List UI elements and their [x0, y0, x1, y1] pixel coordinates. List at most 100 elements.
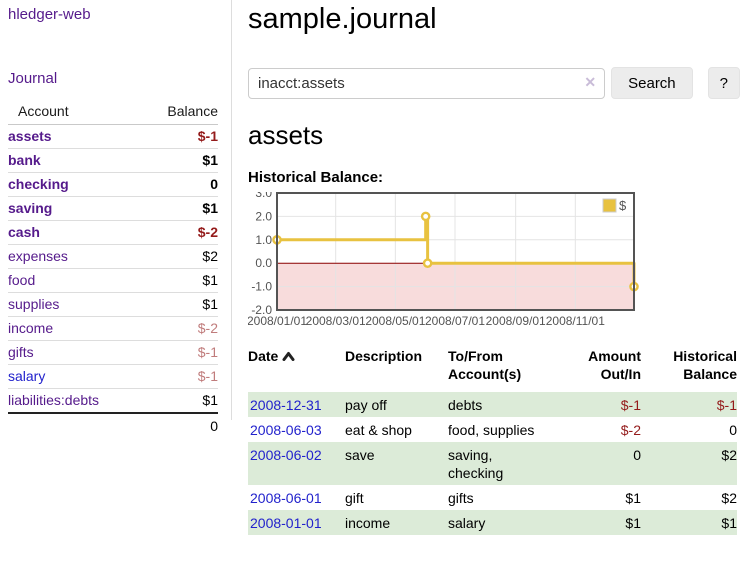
- sidebar-account-link[interactable]: saving: [8, 200, 53, 216]
- sidebar-account-row: gifts $-1: [8, 340, 218, 365]
- register-accounts: salary: [448, 510, 548, 535]
- register-date-link[interactable]: 2008-01-01: [250, 515, 322, 531]
- register-header-date[interactable]: Date: [248, 347, 345, 392]
- register-date-link[interactable]: 2008-06-03: [250, 422, 322, 438]
- sidebar-account-link[interactable]: salary: [8, 368, 46, 384]
- sidebar-account-link[interactable]: income: [8, 320, 54, 336]
- register-description: eat & shop: [345, 422, 412, 438]
- register-date-cell: 2008-06-03: [248, 417, 345, 442]
- register-description: gift: [345, 490, 364, 506]
- sidebar-account-cell: food: [8, 268, 143, 293]
- sidebar-account-row: checking 0: [8, 172, 218, 197]
- register-date-link[interactable]: 2008-12-31: [250, 397, 322, 413]
- register-table: Date Description To/From Account(s) Amou…: [248, 347, 737, 535]
- help-button[interactable]: ?: [707, 67, 740, 99]
- sidebar-account-link[interactable]: bank: [8, 152, 41, 168]
- account-heading: assets: [248, 120, 324, 150]
- page-title: sample.journal: [248, 3, 437, 35]
- sidebar-account-cell: cash: [8, 220, 143, 245]
- sidebar-account-row: salary $-1: [8, 364, 218, 389]
- accounts-table-header: Account Balance: [8, 100, 218, 125]
- sidebar-account-link[interactable]: checking: [8, 176, 69, 192]
- sidebar-account-balance: $1: [142, 268, 218, 293]
- register-amount: 0: [548, 442, 641, 485]
- sidebar-account-row: food $1: [8, 268, 218, 293]
- sidebar-account-balance: $1: [142, 196, 218, 221]
- y-axis-tick-label: 0.0: [255, 256, 272, 270]
- y-axis-tick-label: 1.0: [255, 233, 272, 247]
- sidebar-account-row: supplies $1: [8, 292, 218, 317]
- sidebar-account-row: liabilities:debts $1: [8, 389, 218, 414]
- register-balance: 0: [729, 422, 737, 438]
- x-axis-tick-label: 2008/05/01: [365, 314, 425, 328]
- sidebar-account-cell: liabilities:debts: [8, 389, 143, 414]
- sidebar-item-journal[interactable]: Journal: [8, 70, 58, 87]
- search-input-wrapper: ✕: [248, 67, 606, 99]
- legend-swatch: [602, 198, 617, 213]
- sidebar-account-link[interactable]: liabilities:debts: [8, 392, 100, 408]
- sidebar-account-balance: $-1: [142, 124, 218, 149]
- register-accounts: gifts: [448, 490, 474, 506]
- sidebar-account-cell: salary: [8, 364, 143, 389]
- register-amount: $-2: [620, 422, 641, 438]
- sidebar: hledger-web Journal Account Balance asse…: [0, 0, 232, 438]
- register-header-balance: Historical Balance: [673, 348, 737, 382]
- sidebar-account-link[interactable]: supplies: [8, 296, 60, 312]
- register-accounts: food, supplies: [448, 422, 535, 438]
- register-header-row: Date Description To/From Account(s) Amou…: [248, 347, 737, 392]
- sidebar-account-link[interactable]: cash: [8, 224, 40, 240]
- sidebar-account-balance: $-2: [142, 220, 218, 245]
- legend-label: $: [619, 198, 627, 213]
- register-description: income: [345, 510, 448, 535]
- table-row: 2008-12-31 pay off debts $-1 $-1: [248, 392, 737, 417]
- sidebar-account-link[interactable]: gifts: [8, 344, 34, 360]
- register-date-cell: 2008-06-01: [248, 485, 345, 510]
- table-row: 2008-06-02 save saving, checking 0 $2: [248, 442, 737, 485]
- register-header-accounts: To/From Account(s): [448, 348, 522, 382]
- chart-canvas: $3.0 2.0 1.0 0.0 -1.0 -2.02008/01/012008/03/0…: [248, 192, 639, 328]
- sidebar-account-row: cash $-2: [8, 220, 218, 245]
- search-button[interactable]: Search: [611, 67, 693, 99]
- sidebar-account-link[interactable]: expenses: [8, 248, 68, 264]
- sidebar-account-cell: gifts: [8, 340, 143, 365]
- table-row: 2008-06-03 eat & shop food, supplies $-2 0: [248, 417, 737, 442]
- sidebar-account-balance: $-2: [142, 316, 218, 341]
- x-axis-tick-label: 2008/01/01: [248, 314, 307, 328]
- y-axis-tick-label: -1.0: [251, 280, 272, 294]
- x-axis-tick-label: 2008/03/01: [306, 314, 366, 328]
- x-axis-tick-label: 2008/09/01: [486, 314, 546, 328]
- sidebar-account-balance: $2: [142, 244, 218, 269]
- register-header-description: Description: [345, 348, 423, 364]
- sidebar-account-row: expenses $2: [8, 244, 218, 269]
- data-point-marker: [420, 211, 431, 222]
- register-date-link[interactable]: 2008-06-01: [250, 490, 322, 506]
- plot-border: [276, 192, 635, 311]
- register-balance: $2: [721, 490, 737, 506]
- sort-ascending-icon: [282, 352, 295, 361]
- clear-search-icon[interactable]: ✕: [584, 73, 597, 90]
- table-row: 2008-06-01 gift gifts $1 $2: [248, 485, 737, 510]
- sidebar-account-cell: income: [8, 316, 143, 341]
- register-accounts: saving, checking: [448, 442, 548, 485]
- sidebar-account-balance: $1: [142, 148, 218, 173]
- y-axis-tick-label: 3.0: [255, 192, 272, 200]
- sidebar-account-row: assets $-1: [8, 124, 218, 149]
- search-input[interactable]: [248, 67, 606, 99]
- accounts-header-balance: Balance: [142, 100, 218, 125]
- register-balance: $2: [641, 442, 737, 485]
- sidebar-account-balance: $1: [142, 292, 218, 317]
- main-content: sample.journal ✕ Search ? assets Histori…: [248, 0, 740, 535]
- sidebar-account-link[interactable]: food: [8, 272, 36, 288]
- x-axis-tick-label: 2008/11/01: [546, 314, 605, 328]
- sidebar-account-link[interactable]: assets: [8, 128, 52, 144]
- register-date-link[interactable]: 2008-06-02: [250, 447, 322, 463]
- search-form: ✕ Search ?: [248, 67, 740, 99]
- sidebar-account-balance: 0: [142, 172, 218, 197]
- sidebar-total-spacer: [8, 412, 143, 438]
- register-date-cell: 2008-06-02: [248, 442, 345, 485]
- register-description: pay off: [345, 392, 448, 417]
- register-balance: $1: [641, 510, 737, 535]
- sidebar-account-row: saving $1: [8, 196, 218, 221]
- app-brand-link[interactable]: hledger-web: [8, 6, 91, 23]
- register-date-cell: 2008-12-31: [248, 392, 345, 417]
